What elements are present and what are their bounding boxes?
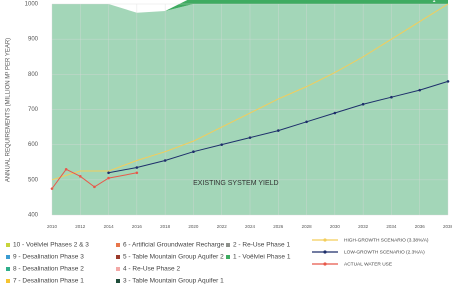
line (51, 3, 449, 181)
line (51, 168, 137, 189)
x-tick-label: 2018 (160, 224, 171, 229)
legend-label: 3 - Table Mountain Group Aquifer 1 (123, 278, 224, 285)
point (333, 111, 337, 115)
x-tick-label: 2022 (217, 224, 228, 229)
point (446, 80, 450, 83)
legend-swatch (116, 267, 120, 271)
y-tick-label: 500 (28, 177, 39, 183)
legend-swatch (226, 243, 230, 247)
legend-label: 10 - Voëlvlei Phases 2 & 3 (13, 242, 89, 249)
legend-label: 4 - Re-Use Phase 2 (123, 266, 180, 273)
point (361, 102, 365, 106)
point (220, 143, 224, 146)
point (418, 88, 422, 92)
legend-label: HIGH-GROWTH SCENARIO (3.38%/A) (344, 237, 429, 243)
point (135, 166, 139, 169)
legend-label: ACTUAL WATER USE (344, 261, 392, 267)
legend-label: 2 - Re-Use Phase 1 (233, 242, 290, 249)
point (390, 95, 393, 99)
legend-label: 8 - Desalination Phase 2 (13, 266, 84, 273)
point (305, 120, 308, 124)
y-tick-label: 600 (28, 142, 39, 148)
x-tick-label: 2032 (358, 224, 369, 229)
x-tick-label: 2016 (132, 224, 143, 229)
point (248, 136, 252, 139)
legend-label: 9 - Desalination Phase 3 (13, 254, 84, 261)
legend-swatch (116, 255, 120, 259)
x-tick-label: 2036 (415, 224, 426, 229)
point (276, 129, 280, 132)
point (135, 171, 139, 175)
legend-swatch (116, 243, 120, 247)
x-tick-label: 2038 (443, 224, 452, 229)
y-tick-label: 900 (28, 37, 39, 43)
area-number: 1 (433, 0, 436, 4)
y-tick-label: 800 (28, 72, 39, 78)
legend-label: 6 - Artificial Groundwater Recharge (123, 242, 225, 249)
point (93, 185, 96, 189)
point (107, 176, 110, 180)
legend-label: LOW-GROWTH SCENARIO (2.3%/A) (344, 249, 425, 255)
x-tick-label: 2026 (273, 224, 284, 229)
legend-swatch (6, 267, 10, 271)
legend-swatch (6, 255, 10, 259)
legend-label: 5 - Table Mountain Group Aquifer 2 (123, 254, 224, 261)
x-tick-label: 2020 (188, 224, 199, 229)
point (192, 150, 195, 153)
legend-swatch (226, 255, 230, 259)
legend-swatch (116, 279, 120, 283)
x-tick-label: 2028 (302, 224, 313, 229)
x-tick-label: 2030 (330, 224, 341, 229)
legend-label: 1 - Voëlvlei Phase 1 (233, 254, 291, 261)
x-tick-label: 2012 (75, 224, 86, 229)
y-tick-label: 700 (28, 107, 39, 113)
legend-label: 7 - Desalination Phase 1 (13, 278, 84, 285)
x-tick-label: 2010 (47, 224, 58, 229)
area (52, 0, 448, 13)
point (78, 175, 82, 178)
point (50, 187, 54, 190)
x-tick-label: 2014 (104, 224, 115, 229)
y-tick-label: 400 (28, 213, 39, 219)
y-axis-label: ANNUAL REQUIREMENTS (MILLION M³ PER YEAR… (6, 38, 12, 182)
legend-swatch (6, 279, 10, 283)
point (163, 159, 167, 162)
legend-marker (323, 238, 327, 242)
x-tick-label: 2024 (245, 224, 256, 229)
point (107, 171, 110, 175)
x-tick-label: 2034 (386, 224, 397, 229)
legend-swatch (6, 243, 10, 247)
legend-marker (323, 250, 327, 254)
y-tick-label: 1000 (25, 2, 39, 8)
annotation: EXISTING SYSTEM YIELD (193, 180, 278, 187)
legend-marker (323, 262, 327, 266)
point (64, 167, 68, 171)
